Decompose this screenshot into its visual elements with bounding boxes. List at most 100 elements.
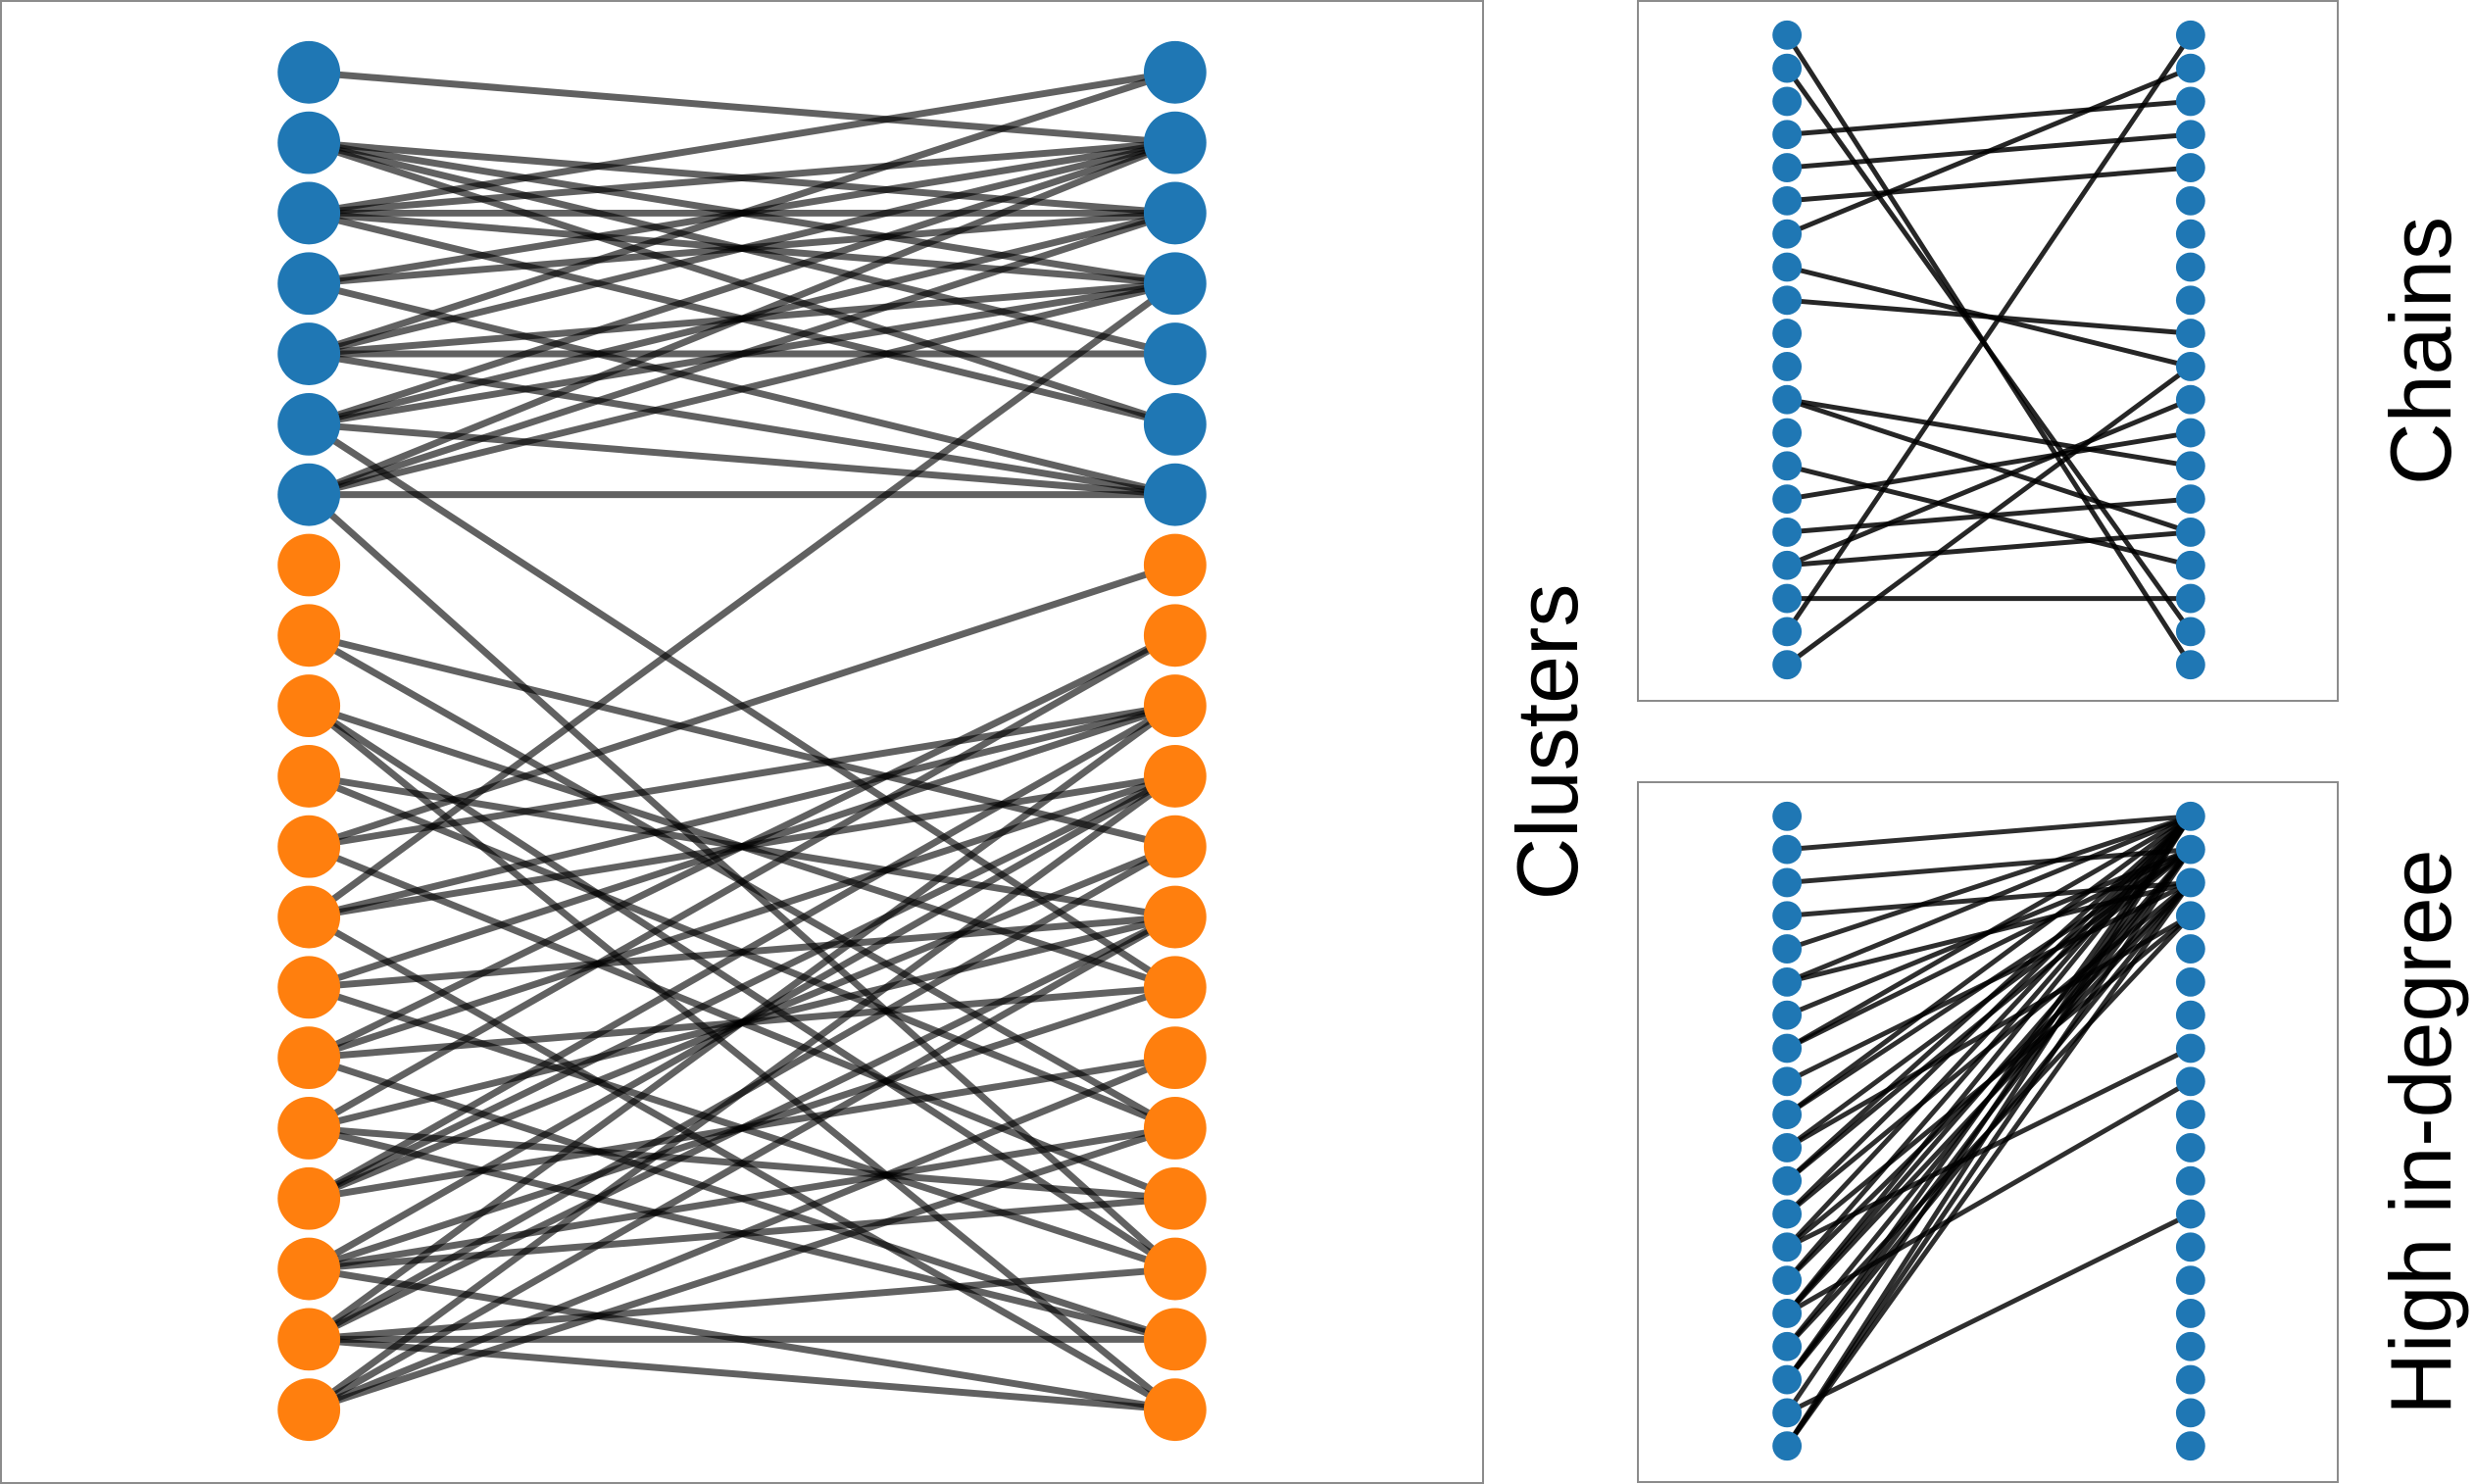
indegree-label: High in-degree (2372, 849, 2469, 1415)
indegree-edge (1785, 880, 2193, 1315)
chains-left-node (1772, 518, 1803, 547)
clusters-left-node (277, 1237, 341, 1301)
chains-left-node (1772, 650, 1803, 680)
clusters-edge (308, 772, 1176, 1062)
clusters-right-node (1143, 40, 1207, 104)
chains-right-node (2175, 617, 2205, 647)
indegree-left-node (1772, 834, 1803, 865)
indegree-left-node (1772, 1100, 1803, 1130)
clusters-edge (307, 1054, 1177, 1413)
indegree-edge (1786, 1212, 2192, 1415)
clusters-left-node (277, 392, 341, 456)
chains-right-node (2175, 120, 2205, 150)
clusters-left-node (277, 1166, 341, 1230)
clusters-edge (308, 562, 1176, 851)
chains-left-node (1772, 219, 1803, 249)
chains-left-node (1772, 120, 1803, 150)
clusters-right-node (1143, 1378, 1207, 1442)
clusters-right-node (1143, 392, 1207, 456)
chains-left-node (1772, 285, 1803, 316)
chains-right-node (2175, 252, 2205, 282)
indegree-left-node (1772, 934, 1803, 964)
clusters-left-node (277, 1097, 341, 1160)
chains-edge (1785, 33, 2193, 633)
chains-edge (1786, 297, 2192, 336)
indegree-right-node (2175, 801, 2205, 831)
indegree-edge (1785, 815, 2193, 1282)
clusters-edge (308, 210, 1176, 498)
chains-left-node (1772, 319, 1803, 349)
indegree-edge (1786, 814, 2192, 985)
indegree-right-node (2175, 1265, 2205, 1296)
chains-graph-panel (1637, 0, 2339, 702)
chains-right-node (2175, 319, 2205, 349)
clusters-left-node (277, 815, 341, 878)
indegree-left-node (1772, 1232, 1803, 1262)
chains-right-node (2175, 86, 2205, 117)
clusters-left-node (277, 604, 341, 668)
chains-right-node (2175, 583, 2205, 614)
indegree-left-node (1772, 1265, 1803, 1296)
indegree-edge (1786, 814, 2192, 853)
indegree-graph (1772, 801, 2205, 1461)
chains-right-node (2175, 384, 2205, 415)
chains-right-node (2175, 285, 2205, 316)
indegree-right-node (2175, 1398, 2205, 1428)
clusters-graph (277, 40, 1207, 1442)
clusters-edge (308, 69, 1176, 147)
indegree-edge (1786, 814, 2192, 952)
indegree-left-node (1772, 901, 1803, 931)
clusters-right-node (1143, 181, 1207, 245)
clusters-left-node (277, 40, 341, 104)
clusters-right-node (1143, 1026, 1207, 1090)
clusters-edge (308, 139, 1176, 428)
clusters-right-node (1143, 1308, 1207, 1371)
chains-left-node (1772, 20, 1803, 50)
clusters-edge (308, 279, 1176, 499)
indegree-left-node (1772, 1199, 1803, 1229)
indegree-edge (1785, 847, 2193, 1315)
chains-label: Chains (2372, 217, 2469, 485)
indegree-right-node (2175, 1199, 2205, 1229)
clusters-edge (307, 914, 1177, 1413)
chains-left-node (1772, 86, 1803, 117)
clusters-edge (308, 1124, 1176, 1273)
indegree-left-node (1772, 1165, 1803, 1196)
clusters-edge (307, 772, 1177, 1202)
indegree-edge (1785, 814, 2193, 1051)
chains-edge (1785, 364, 2193, 668)
indegree-edge (1785, 815, 2193, 1250)
indegree-left-node (1772, 1033, 1803, 1064)
chains-right-node (2175, 518, 2205, 547)
clusters-right-node (1143, 1166, 1207, 1230)
clusters-edge (308, 1124, 1176, 1413)
chains-right-node (2175, 351, 2205, 381)
clusters-edge (308, 69, 1176, 217)
chains-right-node (2175, 219, 2205, 249)
clusters-edge (307, 139, 1177, 498)
clusters-left-node (277, 1378, 341, 1442)
clusters-right-node (1143, 533, 1207, 597)
indegree-right-node (2175, 966, 2205, 997)
clusters-right-node (1143, 1097, 1207, 1160)
indegree-right-node (2175, 934, 2205, 964)
clusters-left-node (277, 744, 341, 808)
chains-left-node (1772, 451, 1803, 481)
clusters-right-node (1143, 815, 1207, 878)
indegree-edge (1785, 815, 2193, 1448)
chains-left-node (1772, 384, 1803, 415)
clusters-left-node (277, 956, 341, 1019)
clusters-left-node (277, 1308, 341, 1371)
indegree-right-node (2175, 1331, 2205, 1361)
clusters-edge (308, 139, 1176, 358)
chains-left-node (1772, 583, 1803, 614)
chains-left-node (1772, 351, 1803, 381)
clusters-edge (308, 1335, 1176, 1413)
clusters-edge (307, 703, 1177, 1343)
chains-left-node (1772, 153, 1803, 182)
indegree-graph-panel (1637, 781, 2339, 1483)
chains-right-node (2175, 484, 2205, 515)
clusters-edge (308, 69, 1176, 358)
indegree-right-node (2175, 1132, 2205, 1162)
clusters-edge (307, 280, 1177, 920)
